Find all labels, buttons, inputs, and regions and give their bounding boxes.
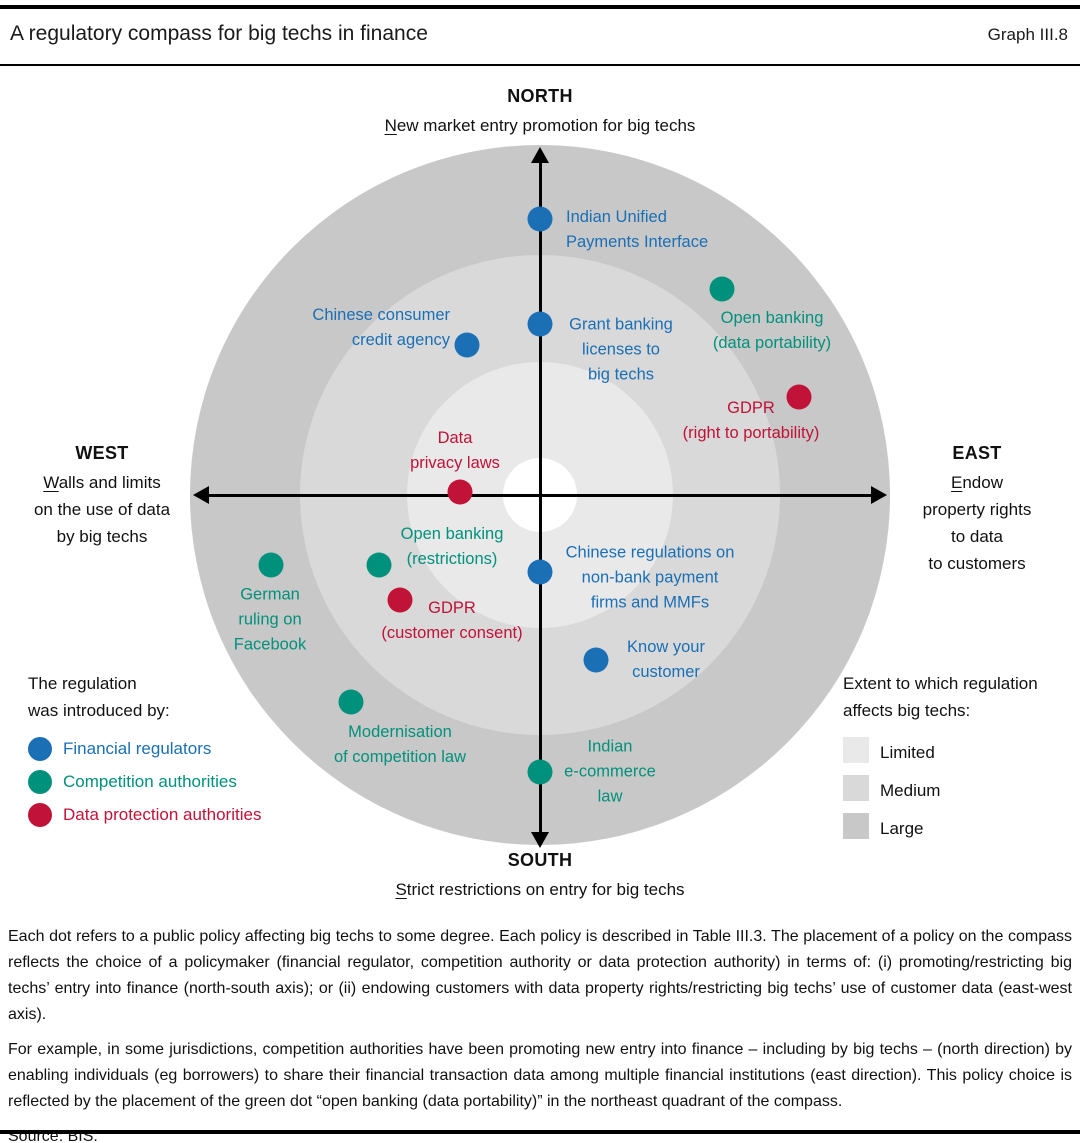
- legend-item-competition-authorities: Competition authorities: [28, 770, 261, 794]
- compass-figure: Indian Unified Payments Interface Open ba…: [4, 86, 1076, 903]
- south-axis-label: SOUTH Strict restrictions on entry for b…: [240, 850, 840, 903]
- east-axis-label: EAST Endow property rights to data to cu…: [878, 443, 1076, 577]
- policy-dot-chinese-credit-agency: [454, 332, 479, 357]
- west-direction: WEST: [75, 443, 129, 463]
- financial-regulators-dot-icon: [28, 737, 52, 761]
- data-protection-authorities-dot-icon: [28, 803, 52, 827]
- figure-header: A regulatory compass for big techs in fi…: [10, 22, 1068, 46]
- east-arrowhead-icon: [871, 486, 887, 504]
- large-label: Large: [880, 819, 924, 838]
- policy-dot-open-banking-restrictions: [366, 552, 392, 578]
- financial-regulators-label: Financial regulators: [63, 739, 212, 758]
- policy-label-open-banking-restrictions: Open banking (restrictions): [400, 525, 504, 568]
- north-arrowhead-icon: [531, 147, 549, 163]
- policy-label-gdpr-customer-consent: GDPR (customer consent): [381, 599, 523, 642]
- policy-label-upi: Indian Unified Payments Interface: [566, 208, 709, 251]
- policy-dot-indian-ecommerce-law: [527, 759, 553, 784]
- legend-item-data-protection-authorities: Data protection authorities: [28, 803, 261, 827]
- north-caption-text: ew market entry promotion for big techs: [396, 116, 696, 135]
- north-axis-label: NORTH New market entry promotion for big…: [240, 86, 840, 139]
- policy-label-chinese-nonbank-regulations: Chinese regulations on non-bank payment …: [565, 543, 735, 612]
- policy-label-grant-banking-licenses: Grant banking licenses to big techs: [569, 315, 673, 384]
- policy-dot-gdpr-customer-consent: [387, 587, 413, 613]
- north-south-axis: [538, 158, 542, 836]
- competition-authorities-dot-icon: [28, 770, 52, 794]
- policy-label-data-privacy-laws: Data privacy laws: [410, 429, 500, 472]
- policy-dot-german-facebook-ruling: [258, 552, 283, 578]
- legend-item-large: Large: [843, 813, 1038, 845]
- data-protection-authorities-label: Data protection authorities: [63, 805, 262, 824]
- south-arrowhead-icon: [531, 832, 549, 848]
- east-caption-first-letter: E: [951, 473, 963, 492]
- south-caption-text: trict restrictions on entry for big tech…: [406, 880, 685, 899]
- legend-item-financial-regulators: Financial regulators: [28, 737, 261, 761]
- east-caption-text: ndow property rights to data to customer…: [922, 473, 1032, 573]
- figure-title: A regulatory compass for big techs in fi…: [10, 22, 428, 45]
- policy-label-german-facebook-ruling: German ruling on Facebook: [233, 585, 307, 654]
- figure-notes: Each dot refers to a public policy affec…: [8, 924, 1072, 1143]
- policy-dot-gdpr-right-to-portability: [786, 384, 812, 410]
- policy-label-know-your-customer: Know your customer: [627, 638, 705, 681]
- policy-dot-open-banking-portability: [709, 276, 735, 301]
- policy-label-indian-ecommerce-law: Indian e-commerce law: [564, 737, 656, 806]
- policy-label-chinese-credit-agency: Chinese consumer credit agency: [312, 306, 450, 349]
- policy-label-open-banking-portability: Open banking (data portability): [712, 309, 832, 352]
- west-axis-label: WEST Walls and limits on the use of data…: [4, 443, 200, 550]
- west-arrowhead-icon: [193, 486, 209, 504]
- south-direction: SOUTH: [507, 850, 573, 870]
- policy-label-gdpr-right-to-portability: GDPR (right to portability): [682, 399, 820, 442]
- north-caption-first-letter: N: [384, 116, 397, 135]
- south-caption: Strict restrictions on entry for big tec…: [240, 876, 840, 903]
- competition-authorities-label: Competition authorities: [63, 772, 237, 791]
- bottom-rule: [0, 1130, 1080, 1134]
- policy-dot-upi: [527, 206, 553, 231]
- east-caption: Endow property rights to data to custome…: [878, 469, 1076, 577]
- medium-label: Medium: [880, 781, 941, 800]
- east-direction: EAST: [952, 443, 1002, 463]
- west-caption-text: alls and limits on the use of data by bi…: [33, 473, 171, 546]
- south-caption-first-letter: S: [395, 880, 407, 899]
- policy-dot-modernisation-competition-law: [338, 689, 364, 714]
- west-caption: Walls and limits on the use of data by b…: [4, 469, 200, 550]
- extent-legend: Extent to which regulation affects big t…: [843, 670, 1038, 851]
- policy-dot-chinese-nonbank-regulations: [527, 559, 553, 585]
- introduced-by-legend: The regulation was introduced by: Financ…: [28, 670, 261, 836]
- north-caption: New market entry promotion for big techs: [240, 112, 840, 139]
- policy-dot-data-privacy-laws: [447, 479, 472, 504]
- graph-number: Graph III.8: [987, 25, 1068, 44]
- note-paragraph-1: Each dot refers to a public policy affec…: [8, 928, 1072, 1023]
- north-direction: NORTH: [507, 86, 573, 106]
- west-caption-first-letter: W: [43, 473, 59, 492]
- note-paragraph-2: For example, in some jurisdictions, comp…: [8, 1041, 1072, 1110]
- legend-item-medium: Medium: [843, 775, 1038, 807]
- top-rule: [0, 5, 1080, 9]
- title-rule: [0, 64, 1080, 66]
- limited-swatch-icon: [843, 737, 869, 763]
- east-west-axis: [205, 493, 875, 497]
- large-swatch-icon: [843, 813, 869, 839]
- medium-swatch-icon: [843, 775, 869, 801]
- introduced-by-heading: The regulation was introduced by:: [28, 674, 170, 720]
- legend-item-limited: Limited: [843, 737, 1038, 769]
- policy-dot-grant-banking-licenses: [527, 311, 553, 336]
- policy-label-modernisation-competition-law: Modernisation of competition law: [333, 723, 467, 766]
- policy-dot-know-your-customer: [583, 647, 609, 672]
- extent-heading: Extent to which regulation affects big t…: [843, 674, 1038, 720]
- limited-label: Limited: [880, 743, 935, 762]
